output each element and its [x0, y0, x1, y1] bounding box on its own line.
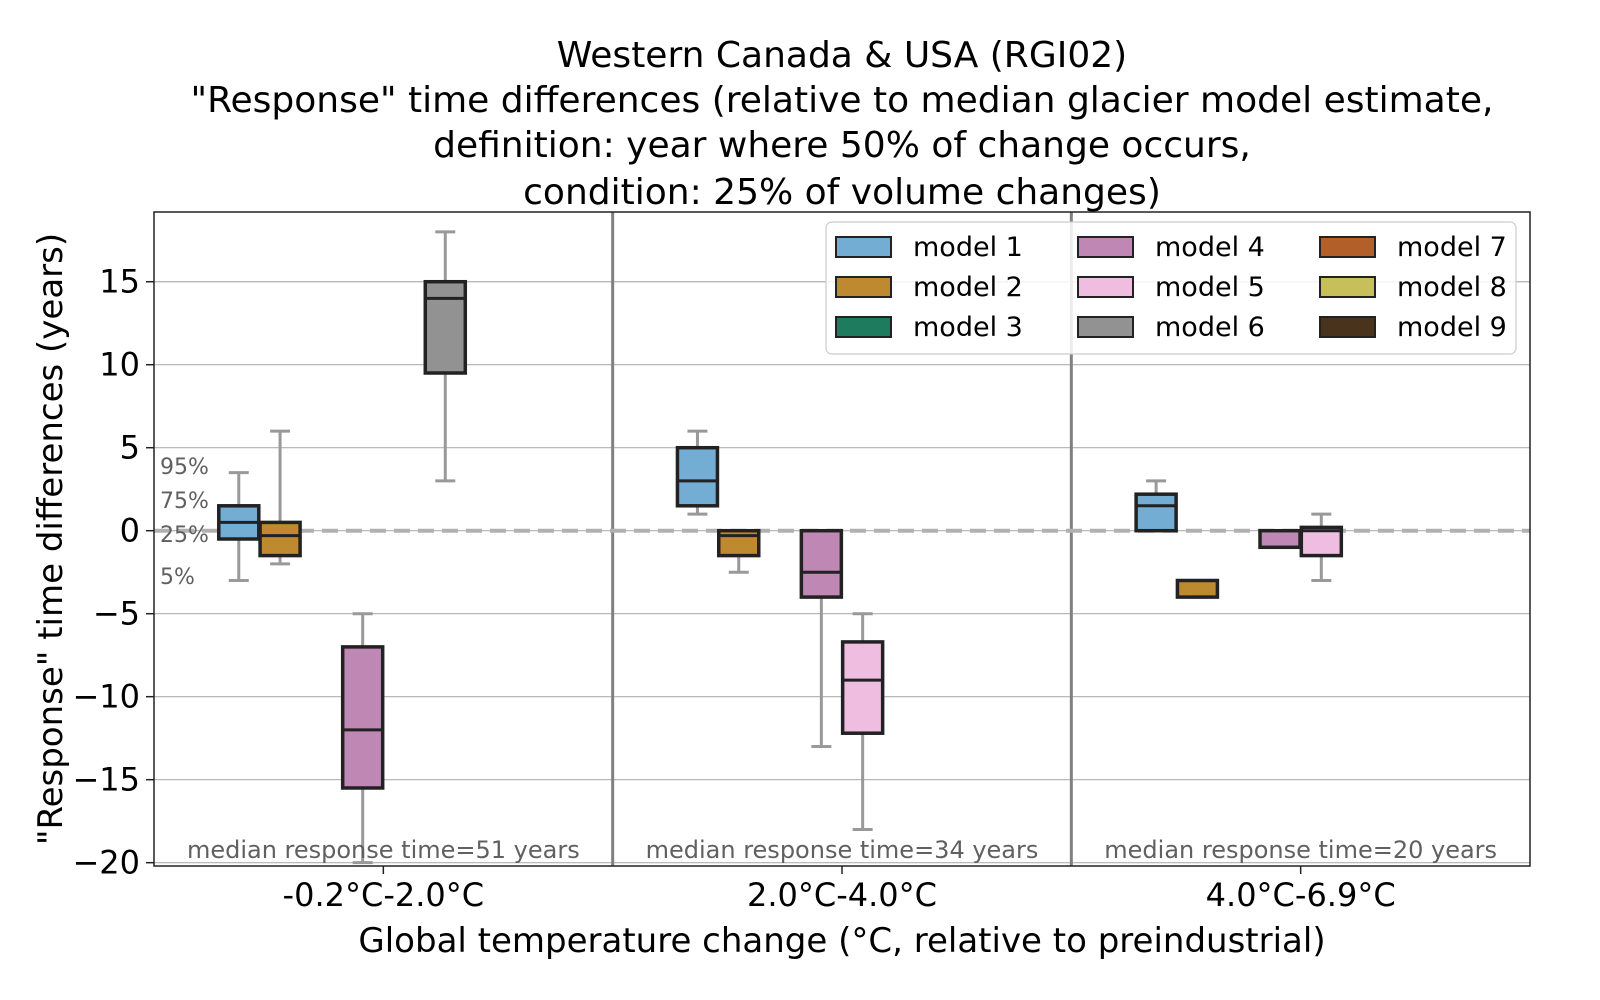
legend: model 1 model 2 model 3 model 4 model 5 model… — [825, 221, 1517, 355]
legend-label: model 3 — [913, 312, 1023, 343]
box-body — [423, 279, 468, 375]
box-plot — [840, 612, 885, 831]
box-body — [1175, 578, 1220, 599]
y-tick-label: 5 — [120, 429, 140, 467]
box-plot — [675, 429, 720, 516]
y-axis: −20 −15 −10 −5 0 5 10 15 — [72, 263, 154, 882]
box-body — [799, 528, 844, 599]
box-plot — [1175, 578, 1220, 599]
legend-swatch — [1319, 236, 1376, 258]
chart-title-line-4: condition: 25% of volume changes) — [523, 172, 1161, 213]
legend-swatch — [1077, 316, 1134, 338]
box-plot — [1258, 528, 1302, 550]
box-body — [258, 520, 302, 558]
box-body — [340, 645, 385, 790]
chart-title-line-3: definition: year where 50% of change occ… — [433, 125, 1251, 166]
x-tick-label: -0.2°C-2.0°C — [283, 876, 485, 914]
legend-label: model 5 — [1155, 272, 1265, 303]
legend-label: model 4 — [1155, 232, 1265, 263]
box-plot — [717, 528, 761, 574]
percentile-label: 75% — [160, 489, 209, 514]
legend-swatch — [1077, 236, 1134, 258]
box-plots — [217, 230, 1344, 865]
box-plot — [340, 612, 385, 865]
percentile-label: 5% — [160, 565, 195, 590]
box-body — [675, 445, 720, 508]
legend-swatch — [1319, 276, 1376, 298]
box-plot — [258, 429, 302, 566]
percentile-labels: 95% 75% 25% 5% — [160, 455, 209, 590]
median-response-annotation: median response time=20 years — [1104, 836, 1497, 864]
y-tick-label: −10 — [72, 678, 140, 716]
median-response-annotation: median response time=51 years — [187, 836, 580, 864]
y-tick-label: 15 — [99, 263, 140, 301]
median-response-annotation: median response time=34 years — [646, 836, 1039, 864]
box-plot — [217, 471, 261, 582]
box-body — [1134, 492, 1178, 533]
x-tick-label: 2.0°C-4.0°C — [747, 876, 937, 914]
chart-title-line-2: "Response" time differences (relative to… — [191, 80, 1494, 121]
box-plot — [423, 230, 468, 483]
box-plot — [799, 528, 844, 748]
legend-swatch — [835, 316, 892, 338]
box-body — [1258, 528, 1302, 550]
legend-label: model 6 — [1155, 312, 1265, 343]
legend-swatch — [835, 276, 892, 298]
legend-swatch — [1077, 276, 1134, 298]
x-axis: -0.2°C-2.0°C 2.0°C-4.0°C 4.0°C-6.9°C — [283, 866, 1396, 914]
box-plot — [1134, 479, 1178, 533]
y-tick-label: −15 — [72, 761, 140, 799]
median-response-annotations: median response time=51 years median resp… — [187, 836, 1497, 864]
chart-title: Western Canada & USA (RGI02) "Response" … — [191, 35, 1494, 213]
percentile-label: 95% — [160, 455, 209, 480]
y-tick-label: 10 — [99, 346, 140, 384]
chart-title-line-1: Western Canada & USA (RGI02) — [557, 35, 1127, 76]
box-body — [840, 640, 885, 735]
box-plot — [1299, 512, 1344, 582]
legend-label: model 1 — [913, 232, 1023, 263]
y-axis-label: "Response" time differences (years) — [31, 233, 71, 845]
legend-label: model 9 — [1397, 312, 1507, 343]
y-tick-label: −20 — [72, 844, 140, 882]
y-tick-label: −5 — [93, 595, 140, 633]
x-tick-label: 4.0°C-6.9°C — [1206, 876, 1396, 914]
legend-label: model 8 — [1397, 272, 1507, 303]
legend-label: model 2 — [913, 272, 1023, 303]
legend-label: model 7 — [1397, 232, 1507, 263]
y-tick-label: 0 — [120, 512, 140, 550]
legend-swatch — [1319, 316, 1376, 338]
percentile-label: 25% — [160, 523, 209, 548]
x-axis-label: Global temperature change (°C, relative … — [358, 921, 1325, 961]
legend-swatch — [835, 236, 892, 258]
